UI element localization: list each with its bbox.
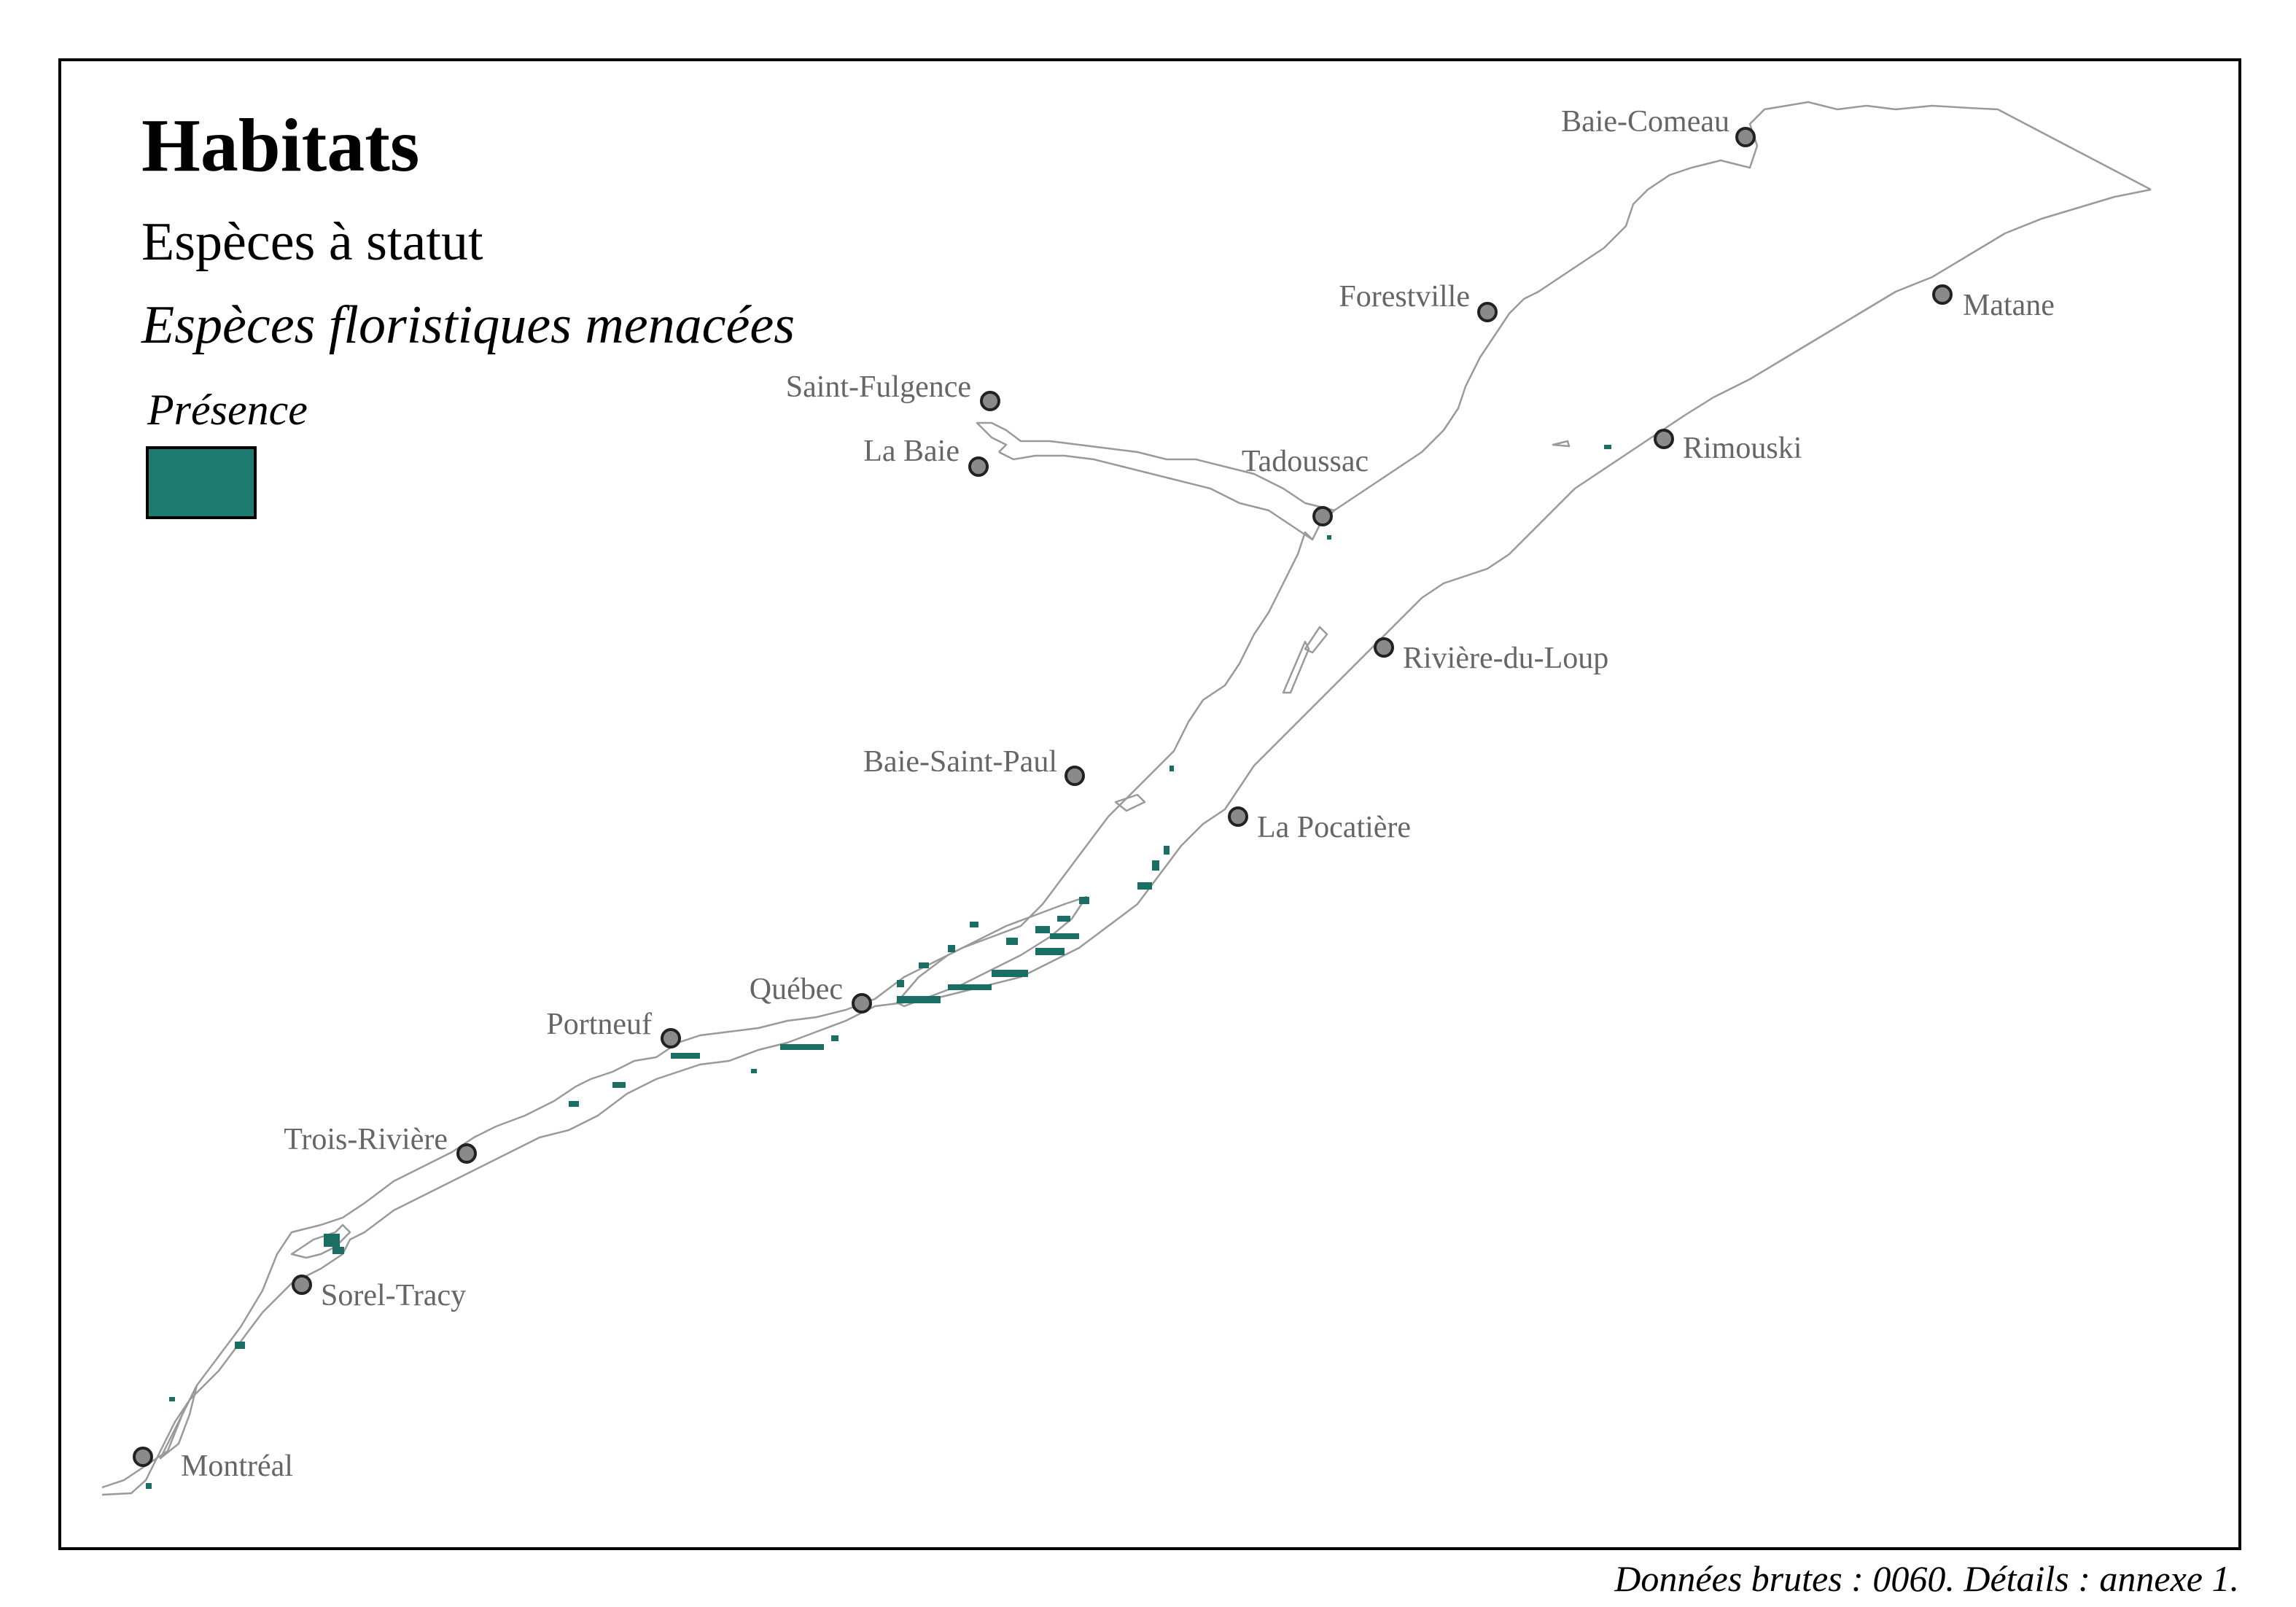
islet-4 (1552, 440, 1571, 448)
city-label-la-pocatiere: La Pocatière (1257, 811, 1411, 844)
city-label-la-baie: La Baie (863, 435, 960, 468)
presence-cell (1164, 846, 1170, 855)
presence-cell (235, 1342, 245, 1349)
montreal-island (159, 1384, 198, 1460)
city-label-baie-saint-paul: Baie-Saint-Paul (863, 745, 1057, 779)
islet-2 (1304, 626, 1328, 654)
city-marker-quebec (852, 993, 872, 1013)
presence-cell (1035, 948, 1065, 955)
presence-cell (751, 1069, 757, 1073)
presence-cell (1035, 926, 1050, 933)
saguenay-north (976, 421, 1335, 512)
presence-cells (146, 445, 1611, 1489)
city-label-sorel-tracy: Sorel-Tracy (321, 1279, 466, 1312)
legend-title: Présence (147, 386, 308, 434)
city-marker-portneuf (661, 1028, 681, 1048)
presence-cell (671, 1053, 700, 1059)
presence-cell (169, 1397, 175, 1401)
city-marker-baie-comeau (1735, 127, 1756, 147)
city-marker-trois-riviere (456, 1143, 477, 1164)
city-marker-rimouski (1654, 429, 1674, 449)
map-subtitle-italic: Espèces floristiques menacées (141, 295, 795, 355)
city-marker-forestville (1477, 302, 1498, 322)
saguenay-south (998, 451, 1313, 541)
map-frame (58, 58, 2241, 1550)
city-marker-matane (1932, 284, 1953, 305)
city-label-rimouski: Rimouski (1683, 432, 1802, 465)
city-label-saint-fulgence: Saint-Fulgence (786, 370, 971, 404)
south-shore (101, 188, 2152, 1496)
map-subtitle: Espèces à statut (141, 212, 483, 272)
islet-3 (1282, 640, 1310, 694)
city-marker-sorel-tracy (292, 1275, 312, 1295)
presence-cell (897, 980, 904, 987)
presence-cell (1604, 445, 1611, 449)
city-marker-riviere-du-loup (1374, 637, 1394, 658)
presence-cell (324, 1234, 340, 1247)
city-marker-montreal (133, 1447, 153, 1467)
presence-cell (970, 922, 978, 927)
coastline (101, 101, 2152, 1496)
source-note: Données brutes : 0060. Détails : annexe … (1614, 1558, 2239, 1599)
presence-cell (332, 1247, 344, 1254)
presence-cell (831, 1035, 838, 1041)
city-label-portneuf: Portneuf (546, 1008, 652, 1041)
presence-cell (919, 962, 929, 968)
north-shore (101, 101, 2152, 1489)
legend-swatch-presence (146, 446, 257, 519)
presence-cell (1079, 897, 1089, 904)
presence-cell (1327, 535, 1331, 540)
city-label-tadoussac: Tadoussac (1242, 445, 1369, 478)
city-label-montreal: Montréal (181, 1450, 293, 1483)
presence-cell (569, 1101, 579, 1107)
presence-cell (1137, 882, 1152, 890)
presence-cell (780, 1044, 824, 1050)
city-markers: Baie-Comeau Forestville Matane Saint-Fulgen… (133, 105, 2055, 1483)
presence-cell (897, 996, 941, 1003)
presence-cell (612, 1082, 626, 1088)
presence-cell (1152, 860, 1159, 871)
city-marker-la-baie (968, 456, 989, 477)
presence-cell (948, 984, 992, 990)
presence-cell (1050, 933, 1079, 939)
city-label-baie-comeau: Baie-Comeau (1561, 105, 1729, 139)
presence-cell (1057, 916, 1070, 922)
presence-cell (1170, 766, 1174, 771)
presence-cell (948, 945, 955, 952)
islet-1 (1114, 793, 1146, 812)
city-label-riviere-du-loup: Rivière-du-Loup (1403, 642, 1608, 675)
city-marker-saint-fulgence (980, 391, 1000, 411)
presence-cell (992, 970, 1028, 977)
presence-cell (1006, 938, 1018, 945)
city-marker-baie-saint-paul (1065, 766, 1085, 786)
city-label-forestville: Forestville (1339, 280, 1470, 314)
city-marker-tadoussac (1312, 506, 1333, 526)
city-label-quebec: Québec (750, 973, 843, 1006)
city-label-trois-riviere: Trois-Rivière (284, 1123, 448, 1156)
city-label-matane: Matane (1963, 289, 2055, 322)
presence-cell (146, 1483, 152, 1489)
city-marker-la-pocatiere (1228, 806, 1248, 827)
map-title: Habitats (141, 104, 420, 187)
